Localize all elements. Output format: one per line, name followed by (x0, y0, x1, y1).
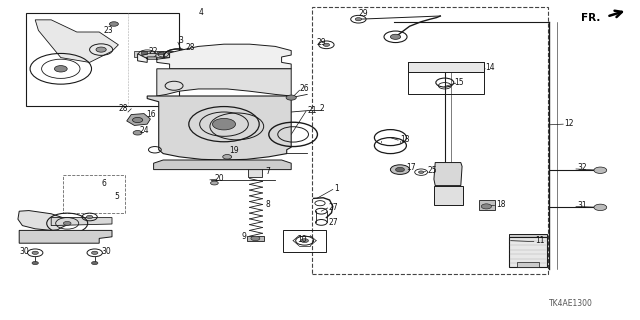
Circle shape (132, 117, 143, 123)
Text: 28: 28 (118, 104, 128, 113)
Polygon shape (147, 96, 291, 160)
Polygon shape (127, 114, 150, 125)
Circle shape (54, 66, 67, 72)
Text: 4: 4 (198, 8, 204, 17)
Circle shape (481, 204, 492, 209)
Bar (26, 13, 179, 106)
Text: 27: 27 (329, 218, 339, 227)
Circle shape (286, 95, 296, 100)
Bar (479, 200, 495, 210)
Circle shape (86, 215, 93, 219)
Bar (509, 234, 547, 237)
Circle shape (419, 171, 424, 173)
Text: 13: 13 (400, 135, 410, 144)
Circle shape (109, 22, 118, 26)
Polygon shape (408, 62, 484, 72)
Polygon shape (157, 69, 291, 96)
Text: 26: 26 (300, 84, 309, 93)
Polygon shape (19, 230, 112, 243)
Circle shape (390, 34, 401, 39)
Text: 29: 29 (317, 38, 326, 47)
Text: 30: 30 (101, 247, 111, 256)
Bar (141, 51, 147, 54)
Circle shape (211, 181, 218, 185)
Text: 8: 8 (266, 200, 270, 209)
Circle shape (594, 204, 607, 211)
Circle shape (32, 251, 38, 254)
Text: 14: 14 (485, 63, 495, 72)
Bar (134, 51, 173, 57)
Polygon shape (51, 218, 112, 226)
Bar (283, 230, 326, 252)
Text: 31: 31 (577, 201, 587, 210)
Circle shape (323, 43, 330, 46)
Circle shape (301, 239, 308, 243)
Polygon shape (434, 186, 463, 205)
Text: 27: 27 (329, 203, 339, 212)
Text: 3: 3 (178, 36, 183, 45)
Circle shape (396, 167, 404, 172)
Circle shape (96, 47, 106, 52)
Circle shape (355, 18, 362, 21)
Circle shape (63, 221, 71, 225)
Text: 18: 18 (496, 200, 506, 209)
Bar (168, 51, 173, 54)
Bar (312, 7, 548, 274)
Text: 30: 30 (19, 247, 29, 256)
Text: 32: 32 (577, 164, 587, 172)
Circle shape (212, 118, 236, 130)
Bar (63, 175, 125, 213)
Text: 25: 25 (428, 166, 437, 175)
Polygon shape (434, 163, 462, 186)
Bar (517, 262, 539, 267)
Text: 23: 23 (104, 26, 113, 35)
Circle shape (594, 167, 607, 173)
Circle shape (133, 131, 142, 135)
Text: 24: 24 (140, 126, 149, 135)
Text: 10: 10 (298, 235, 307, 244)
Text: 7: 7 (266, 167, 271, 176)
Text: 28: 28 (186, 43, 195, 52)
Text: 2: 2 (320, 104, 324, 113)
Text: 15: 15 (454, 78, 464, 87)
Text: 22: 22 (148, 47, 158, 56)
Text: 29: 29 (358, 9, 368, 18)
Text: 9: 9 (242, 232, 247, 241)
Text: 19: 19 (229, 146, 239, 155)
Circle shape (92, 261, 98, 265)
Text: 16: 16 (146, 110, 156, 119)
Text: 12: 12 (564, 119, 574, 128)
Text: 11: 11 (535, 236, 545, 245)
Polygon shape (18, 211, 69, 230)
Polygon shape (138, 44, 291, 69)
Polygon shape (154, 160, 291, 170)
Bar (509, 237, 547, 267)
Circle shape (251, 236, 260, 241)
Bar (247, 236, 264, 241)
Circle shape (223, 155, 232, 159)
Bar (157, 51, 163, 54)
Text: FR.: FR. (581, 12, 600, 23)
Text: 1: 1 (334, 184, 339, 193)
Circle shape (390, 165, 410, 174)
Circle shape (92, 251, 98, 254)
Text: 6: 6 (101, 180, 106, 188)
Polygon shape (35, 20, 118, 62)
Text: 5: 5 (114, 192, 119, 201)
Circle shape (32, 261, 38, 265)
Text: 20: 20 (214, 174, 224, 183)
Text: 21: 21 (307, 106, 317, 115)
Bar (408, 62, 484, 94)
Text: 17: 17 (406, 164, 416, 172)
Bar (248, 163, 262, 177)
Text: TK4AE1300: TK4AE1300 (549, 300, 593, 308)
